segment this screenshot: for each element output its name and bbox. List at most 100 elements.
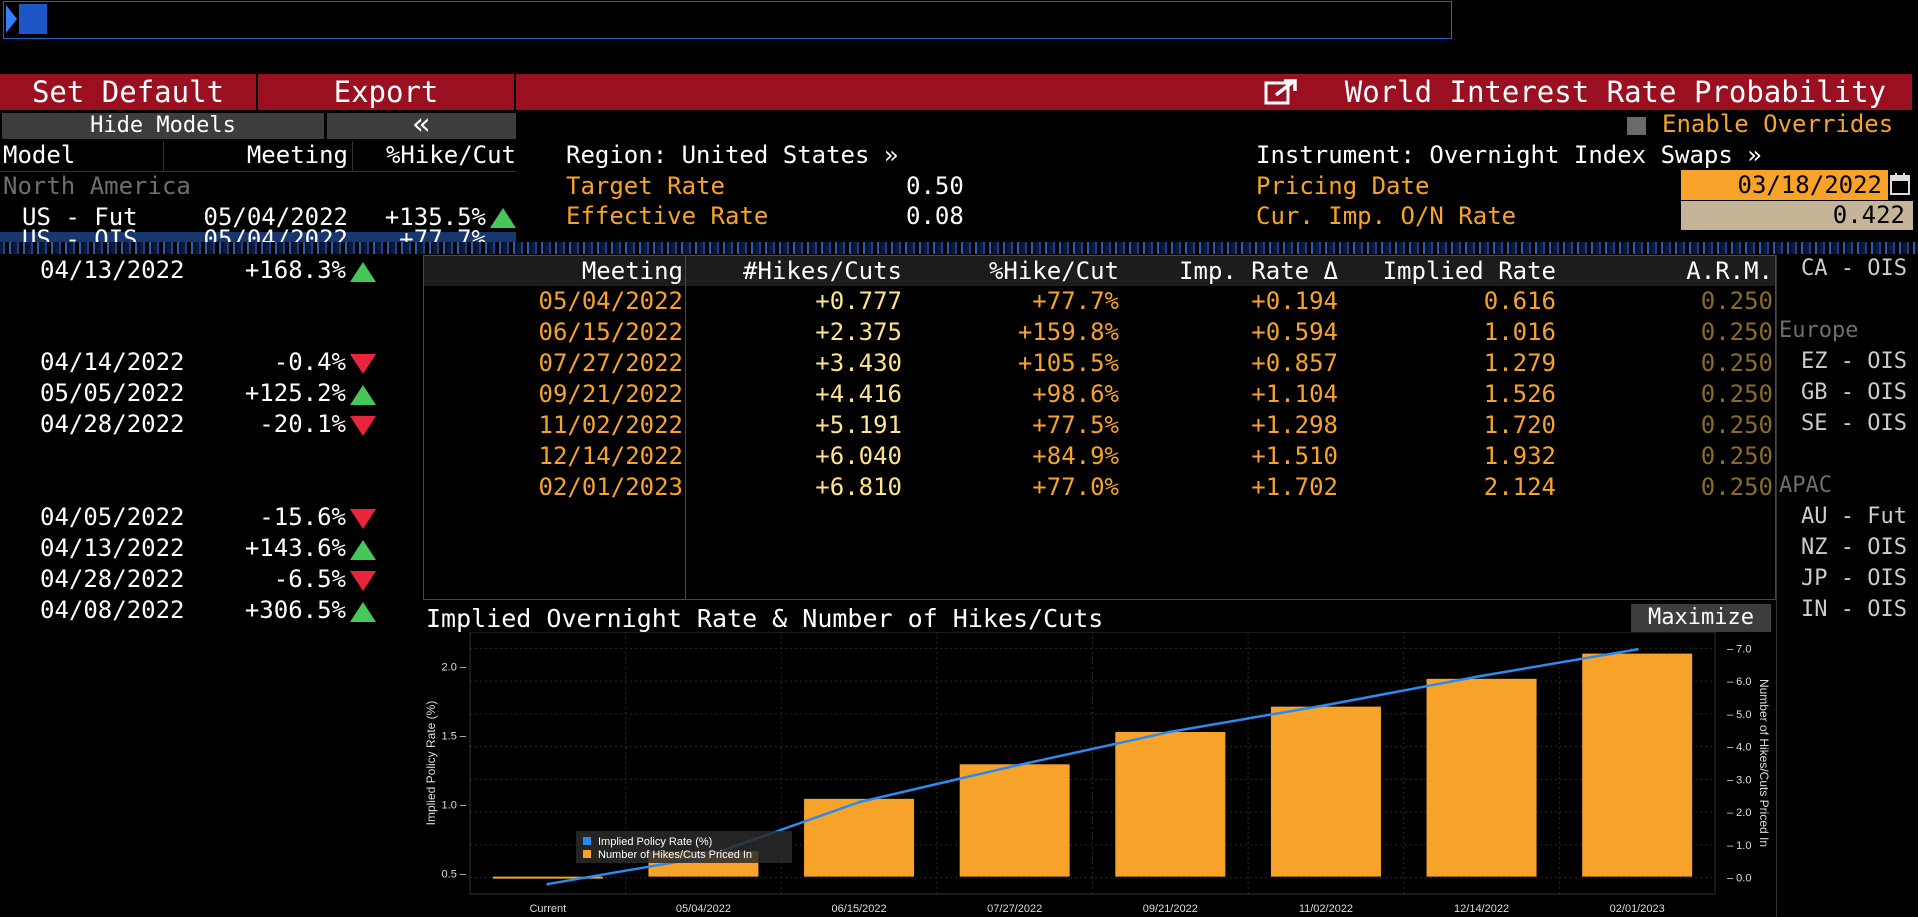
region-list-item[interactable]: GB - OIS <box>1801 380 1907 405</box>
region-list-item[interactable]: EZ - OIS <box>1801 349 1907 374</box>
table-cell-col-arm[interactable]: 0.250 <box>1700 287 1773 315</box>
table-cell-col-implied-rate[interactable]: 1.932 <box>1483 442 1556 470</box>
table-cell-col-arm[interactable]: 0.250 <box>1700 380 1773 408</box>
collapse-panel-button[interactable]: « <box>327 110 516 140</box>
region-list-item[interactable]: CA - OIS <box>1801 256 1907 281</box>
table-cell-col-implied-rate[interactable]: 1.016 <box>1483 318 1556 346</box>
model-row-meeting[interactable]: 04/14/2022 <box>40 348 185 376</box>
table-cell-col-arm[interactable]: 0.250 <box>1700 411 1773 439</box>
table-cell-col-hike-cut-pct[interactable]: +84.9% <box>1032 442 1119 470</box>
model-row-meeting[interactable]: 04/28/2022 <box>40 565 185 593</box>
model-row-name[interactable]: US - OIS <box>22 226 138 242</box>
table-cell-col-hikes-cuts[interactable]: +0.777 <box>815 287 902 315</box>
table-header-col-implied-rate[interactable]: Implied Rate <box>1382 257 1556 285</box>
table-cell-col-hike-cut-pct[interactable]: +105.5% <box>1017 349 1119 377</box>
models-col-model[interactable]: Model <box>3 141 76 169</box>
model-row-meeting[interactable]: 05/05/2022 <box>40 379 185 407</box>
table-cell-col-imp-rate-delta[interactable]: +0.857 <box>1251 349 1338 377</box>
instrument-selector[interactable]: Instrument: Overnight Index Swaps » <box>1256 141 1762 169</box>
model-row-value[interactable]: +143.6% <box>244 534 346 562</box>
region-list-item[interactable]: AU - Fut <box>1801 504 1907 529</box>
table-cell-col-meeting[interactable]: 12/14/2022 <box>538 442 684 470</box>
model-row-meeting[interactable]: 04/08/2022 <box>40 596 185 624</box>
model-row-meeting[interactable]: 04/28/2022 <box>40 410 185 438</box>
table-cell-col-implied-rate[interactable]: 1.279 <box>1483 349 1556 377</box>
table-cell-col-implied-rate[interactable]: 0.616 <box>1483 287 1556 315</box>
region-list-item[interactable]: SE - OIS <box>1801 411 1907 436</box>
table-cell-col-meeting[interactable]: 02/01/2023 <box>538 473 684 501</box>
table-cell-col-arm[interactable]: 0.250 <box>1700 349 1773 377</box>
command-line-input[interactable] <box>3 1 1452 39</box>
table-cell-col-hike-cut-pct[interactable]: +77.5% <box>1032 411 1119 439</box>
line-point <box>1013 764 1017 768</box>
table-cell-col-meeting[interactable]: 05/04/2022 <box>538 287 684 315</box>
table-cell-col-imp-rate-delta[interactable]: +0.194 <box>1251 287 1338 315</box>
table-cell-col-hikes-cuts[interactable]: +6.810 <box>815 473 902 501</box>
model-row-meeting[interactable]: 04/05/2022 <box>40 503 185 531</box>
table-cell-col-imp-rate-delta[interactable]: +1.702 <box>1251 473 1338 501</box>
table-cell-col-imp-rate-delta[interactable]: +1.104 <box>1251 380 1338 408</box>
table-header-col-arm[interactable]: A.R.M. <box>1686 257 1773 285</box>
models-col-meeting[interactable]: Meeting <box>246 141 348 169</box>
table-cell-col-imp-rate-delta[interactable]: +0.594 <box>1251 318 1338 346</box>
table-cell-col-hikes-cuts[interactable]: +4.416 <box>815 380 902 408</box>
models-col-hikecut[interactable]: %Hike/Cut <box>385 141 516 169</box>
cur-imp-rate-input[interactable]: 0.422 <box>1681 201 1913 230</box>
table-cell-col-imp-rate-delta[interactable]: +1.298 <box>1251 411 1338 439</box>
pricing-date-input[interactable]: 03/18/2022 <box>1681 170 1888 200</box>
region-group-label: Europe <box>1779 318 1859 343</box>
table-header-col-hike-cut-pct[interactable]: %Hike/Cut <box>988 257 1119 285</box>
table-cell-col-arm[interactable]: 0.250 <box>1700 442 1773 470</box>
table-header-col-imp-rate-delta[interactable]: Imp. Rate Δ <box>1179 257 1338 285</box>
table-cell-col-arm[interactable]: 0.250 <box>1700 318 1773 346</box>
table-cell-col-hike-cut-pct[interactable]: +77.0% <box>1032 473 1119 501</box>
set-default-button[interactable]: Set Default <box>0 74 256 110</box>
table-cell-col-hike-cut-pct[interactable]: +159.8% <box>1017 318 1119 346</box>
table-cell-col-implied-rate[interactable]: 1.720 <box>1483 411 1556 439</box>
y2-tick-label: – 0.0 <box>1727 873 1751 885</box>
enable-overrides-checkbox[interactable] <box>1627 117 1646 135</box>
table-cell-col-hikes-cuts[interactable]: +6.040 <box>815 442 902 470</box>
external-link-icon[interactable] <box>1264 79 1300 105</box>
model-row-meeting[interactable]: 04/13/2022 <box>40 534 185 562</box>
model-row-value[interactable]: +168.3% <box>244 256 346 284</box>
model-row-value[interactable]: -20.1% <box>259 410 346 438</box>
table-cell-col-hike-cut-pct[interactable]: +77.7% <box>1032 287 1119 315</box>
table-cell-col-meeting[interactable]: 06/15/2022 <box>538 318 684 346</box>
table-cell-col-meeting[interactable]: 07/27/2022 <box>538 349 684 377</box>
model-row-name[interactable]: US - Fut <box>22 203 138 231</box>
region-selector[interactable]: Region: United States » <box>566 141 899 169</box>
region-list-item[interactable]: IN - OIS <box>1801 597 1907 622</box>
export-button[interactable]: Export <box>258 74 514 110</box>
calendar-icon[interactable] <box>1889 172 1911 196</box>
model-row-meeting[interactable]: 05/04/2022 <box>203 203 349 231</box>
table-cell-col-implied-rate[interactable]: 2.124 <box>1483 473 1556 501</box>
model-row-meeting[interactable]: 04/13/2022 <box>40 256 185 284</box>
maximize-button[interactable]: Maximize <box>1631 604 1771 632</box>
model-row-value[interactable]: -0.4% <box>273 348 346 376</box>
model-row-value[interactable]: +135.5% <box>384 203 486 231</box>
table-cell-col-meeting[interactable]: 11/02/2022 <box>538 411 684 439</box>
x-tick-label: 09/21/2022 <box>1143 903 1198 915</box>
table-cell-col-hikes-cuts[interactable]: +3.430 <box>815 349 902 377</box>
model-row-value[interactable]: +77.7% <box>399 226 486 242</box>
enable-overrides-label[interactable]: Enable Overrides <box>1662 110 1894 138</box>
table-cell-col-implied-rate[interactable]: 1.526 <box>1483 380 1556 408</box>
table-cell-col-imp-rate-delta[interactable]: +1.510 <box>1251 442 1338 470</box>
region-list-item[interactable]: JP - OIS <box>1801 566 1907 591</box>
table-cell-col-meeting[interactable]: 09/21/2022 <box>538 380 684 408</box>
model-row-value[interactable]: -15.6% <box>259 503 346 531</box>
table-cell-col-arm[interactable]: 0.250 <box>1700 473 1773 501</box>
table-cell-col-hikes-cuts[interactable]: +2.375 <box>815 318 902 346</box>
table-cell-col-hikes-cuts[interactable]: +5.191 <box>815 411 902 439</box>
model-row-value[interactable]: +125.2% <box>244 379 346 407</box>
table-header-col-hikes-cuts[interactable]: #Hikes/Cuts <box>743 257 902 285</box>
model-row-selected[interactable] <box>0 232 516 242</box>
model-row-meeting[interactable]: 05/04/2022 <box>203 226 349 242</box>
model-row-value[interactable]: -6.5% <box>273 565 346 593</box>
table-cell-col-hike-cut-pct[interactable]: +98.6% <box>1032 380 1119 408</box>
region-list-item[interactable]: NZ - OIS <box>1801 535 1907 560</box>
table-header-col-meeting[interactable]: Meeting <box>581 257 683 285</box>
hide-models-button[interactable]: Hide Models <box>2 113 324 139</box>
model-row-value[interactable]: +306.5% <box>244 596 346 624</box>
